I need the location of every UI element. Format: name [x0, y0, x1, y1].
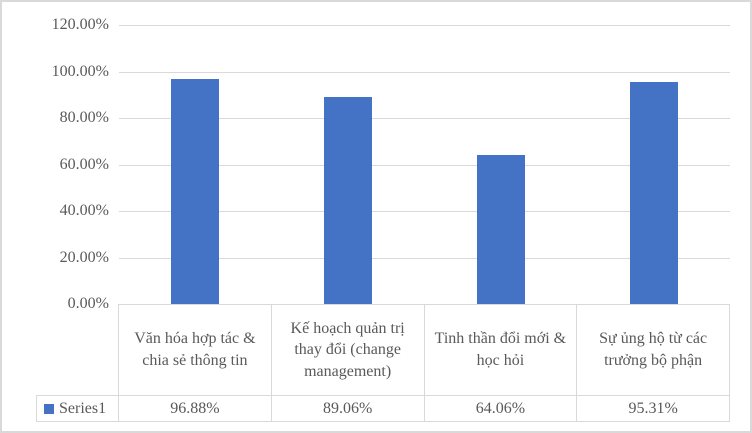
gridline: [119, 211, 730, 212]
plot-area: [119, 25, 730, 304]
table-corner-cell: [36, 304, 119, 395]
category-label: Tinh thần đổi mới & học hỏi: [424, 304, 578, 395]
bar: [171, 78, 220, 304]
category-label: Sự ủng hộ từ các trưởng bộ phận: [577, 304, 730, 395]
y-axis-tick-label: 0.00%: [67, 295, 109, 312]
gridline: [119, 71, 730, 73]
legend-series-label: Series1: [59, 399, 107, 417]
gridline: [119, 257, 730, 259]
y-axis: 120.00% 100.00% 80.00% 60.00% 40.00% 20.00% 0.…: [2, 17, 109, 312]
value-cell: 64.06%: [424, 395, 578, 422]
value-cell: 96.88%: [119, 395, 272, 422]
value-cell: 89.06%: [271, 395, 425, 422]
chart-data-table: Văn hóa hợp tác & chia sẻ thông tin Kế ho…: [36, 304, 730, 422]
y-axis-tick-label: 100.00%: [51, 62, 109, 80]
gridline: [119, 164, 730, 166]
y-axis-tick-label: 60.00%: [59, 155, 109, 173]
bar: [476, 155, 525, 304]
gridline: [119, 25, 730, 26]
value-cell: 95.31%: [577, 395, 730, 422]
gridline: [119, 118, 730, 119]
y-axis-tick-label: 40.00%: [59, 202, 109, 219]
bar: [324, 96, 373, 304]
legend-item: Series1: [36, 395, 119, 422]
y-axis-tick-label: 80.00%: [59, 109, 109, 126]
y-axis-tick-label: 120.00%: [51, 16, 109, 33]
bar: [629, 82, 678, 304]
category-label: Văn hóa hợp tác & chia sẻ thông tin: [119, 304, 272, 395]
legend-marker-icon: [44, 403, 54, 414]
y-axis-tick-label: 20.00%: [59, 248, 109, 266]
category-label: Kế hoạch quản trị thay đổi (change manag…: [271, 304, 425, 395]
